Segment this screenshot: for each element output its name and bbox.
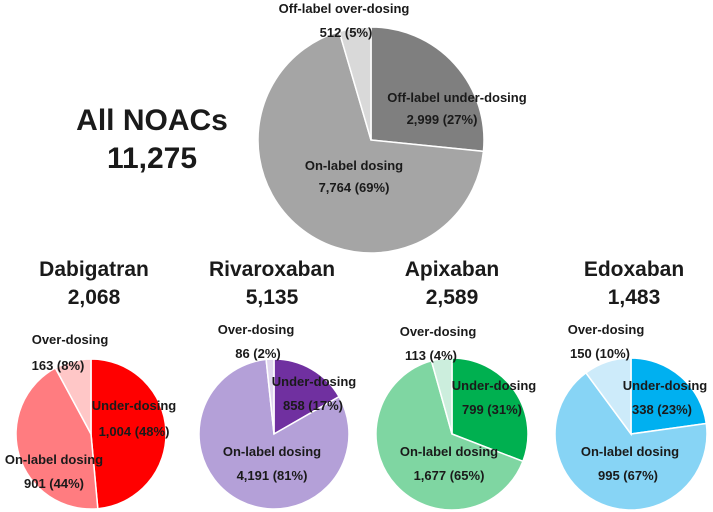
all-noacs-slice-on-label-dosing: [257, 30, 485, 254]
edoxaban-under-value: 338 (23%): [632, 402, 692, 417]
all-noacs-title: All NOACs: [76, 104, 228, 137]
pie-edoxaban: [554, 357, 708, 511]
all-noacs-onlabel-label: On-label dosing: [305, 158, 403, 173]
all-noacs-slice-under-dosing: [370, 26, 485, 153]
all-noacs-total: 11,275: [107, 142, 197, 175]
edoxaban-over-value: 150 (10%): [570, 346, 630, 361]
pie-all-noacs: [257, 26, 485, 254]
all-noacs-under-value: 2,999 (27%): [407, 112, 478, 127]
all-noacs-under-label: Off-label under-dosing: [387, 90, 526, 105]
edoxaban-onlabel-value: 995 (67%): [598, 468, 658, 483]
dabigatran-under-label: Under-dosing: [92, 398, 177, 413]
pie-rivaroxaban: [198, 358, 350, 510]
apixaban-under-value: 799 (31%): [462, 402, 522, 417]
dabigatran-slice-over-dosing: [54, 358, 92, 435]
edoxaban-slice-over-dosing: [584, 357, 632, 437]
rivaroxaban-over-value: 86 (2%): [235, 346, 281, 361]
all-noacs-over-value: 512 (5%): [320, 25, 373, 40]
rivaroxaban-title: Rivaroxaban: [209, 258, 335, 281]
rivaroxaban-over-label: Over-dosing: [218, 322, 295, 337]
edoxaban-slice-under-dosing: [630, 357, 708, 435]
rivaroxaban-slice-over-dosing: [265, 358, 275, 435]
dabigatran-over-value: 163 (8%): [32, 358, 85, 373]
edoxaban-over-label: Over-dosing: [568, 322, 645, 337]
edoxaban-title: Edoxaban: [584, 258, 684, 281]
dabigatran-slice-under-dosing: [90, 358, 167, 510]
rivaroxaban-slice-under-dosing: [273, 358, 341, 436]
rivaroxaban-slice-on-label-dosing: [198, 358, 350, 510]
rivaroxaban-onlabel-value: 4,191 (81%): [237, 468, 308, 483]
apixaban-onlabel-value: 1,677 (65%): [414, 468, 485, 483]
edoxaban-onlabel-label: On-label dosing: [581, 444, 679, 459]
edoxaban-under-label: Under-dosing: [623, 378, 708, 393]
dabigatran-total: 2,068: [68, 286, 121, 309]
apixaban-onlabel-label: On-label dosing: [400, 444, 498, 459]
dabigatran-onlabel-value: 901 (44%): [24, 476, 84, 491]
rivaroxaban-under-value: 858 (17%): [283, 398, 343, 413]
all-noacs-slice-over-dosing: [338, 26, 372, 141]
all-noacs-onlabel-value: 7,764 (69%): [319, 180, 390, 195]
rivaroxaban-total: 5,135: [246, 286, 299, 309]
apixaban-slice-on-label-dosing: [375, 359, 524, 511]
dabigatran-under-value: 1,004 (48%): [99, 424, 170, 439]
apixaban-slice-over-dosing: [430, 357, 453, 435]
apixaban-over-label: Over-dosing: [400, 324, 477, 339]
dabigatran-over-label: Over-dosing: [32, 332, 109, 347]
edoxaban-slice-on-label-dosing: [554, 371, 708, 511]
dabigatran-onlabel-label: On-label dosing: [5, 452, 103, 467]
all-noacs-over-label: Off-label over-dosing: [279, 1, 410, 16]
apixaban-under-label: Under-dosing: [452, 378, 537, 393]
pie-apixaban: [375, 357, 529, 511]
apixaban-total: 2,589: [426, 286, 479, 309]
apixaban-over-value: 113 (4%): [405, 348, 457, 363]
edoxaban-total: 1,483: [608, 286, 661, 309]
pie-dabigatran: [15, 358, 167, 510]
rivaroxaban-onlabel-label: On-label dosing: [223, 444, 321, 459]
rivaroxaban-under-label: Under-dosing: [272, 374, 357, 389]
apixaban-slice-under-dosing: [451, 357, 529, 463]
dabigatran-slice-on-label-dosing: [15, 366, 99, 510]
dabigatran-title: Dabigatran: [39, 258, 149, 281]
apixaban-title: Apixaban: [405, 258, 500, 281]
